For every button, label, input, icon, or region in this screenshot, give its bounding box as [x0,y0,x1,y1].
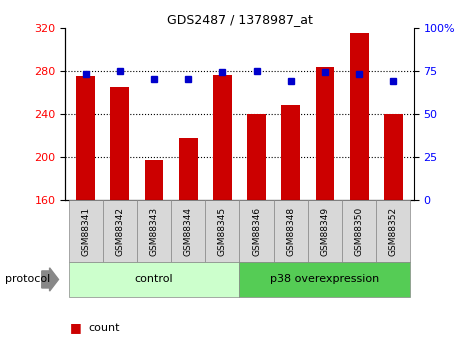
Bar [171,200,205,262]
Bar [68,200,103,262]
Bar [68,262,239,297]
Text: GSM88342: GSM88342 [115,207,124,256]
Bar [239,200,274,262]
Text: GSM88343: GSM88343 [149,207,159,256]
Bar [179,138,198,200]
Bar [239,262,411,297]
Bar [384,114,403,200]
Bar [213,75,232,200]
Text: GSM88344: GSM88344 [184,207,193,256]
Bar [103,200,137,262]
Text: protocol: protocol [5,275,50,284]
Text: GSM88346: GSM88346 [252,207,261,256]
Text: GSM88348: GSM88348 [286,207,295,256]
Text: ■: ■ [70,321,81,334]
Bar [205,200,239,262]
Bar [247,114,266,200]
FancyArrow shape [42,268,59,291]
Bar [274,200,308,262]
Text: GSM88341: GSM88341 [81,207,90,256]
Text: GSM88350: GSM88350 [355,207,364,256]
Text: GSM88345: GSM88345 [218,207,227,256]
Bar [376,200,411,262]
Text: p38 overexpression: p38 overexpression [270,275,379,284]
Bar [76,76,95,200]
Bar [342,200,376,262]
Bar [110,87,129,200]
Bar [316,68,334,200]
Bar [308,200,342,262]
Text: GSM88349: GSM88349 [320,207,330,256]
Bar [145,160,163,200]
Bar [350,33,369,200]
Title: GDS2487 / 1378987_at: GDS2487 / 1378987_at [166,13,312,27]
Bar [281,105,300,200]
Text: control: control [135,275,173,284]
Text: count: count [88,323,120,333]
Text: GSM88352: GSM88352 [389,207,398,256]
Bar [137,200,171,262]
